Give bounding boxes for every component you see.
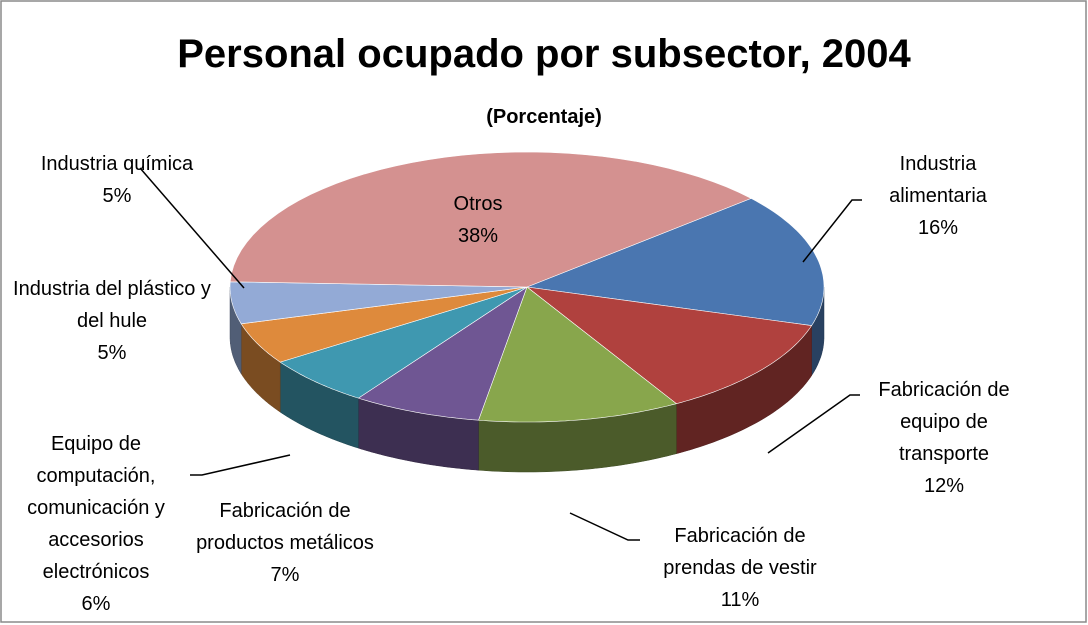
pie-slice	[525, 286, 813, 405]
pie-slice	[240, 286, 528, 363]
pie-slice	[478, 286, 678, 423]
pie-slice	[229, 281, 528, 325]
chart-subtitle: (Porcentaje)	[486, 106, 602, 128]
leader-line	[139, 167, 245, 289]
category-label: Fabricación de prendas de vestir	[663, 525, 817, 579]
category-label: Fabricación de productos metálicos	[196, 500, 374, 554]
value-label: 5%	[102, 185, 132, 207]
leader-line	[569, 512, 640, 541]
slice-label: Industria alimentaria 16%	[858, 148, 1018, 244]
value-label: 16%	[917, 217, 959, 239]
pie-slice	[229, 151, 752, 288]
value-label: 6%	[81, 593, 111, 615]
slice-label: Fabricación de prendas de vestir 11%	[640, 520, 840, 616]
slice-label: Fabricación de productos metálicos 7%	[195, 495, 375, 591]
pie-slice	[525, 198, 825, 326]
value-label: 11%	[720, 589, 760, 611]
value-label: 7%	[270, 564, 300, 586]
category-label: Fabricación de equipo de transporte	[878, 379, 1010, 465]
value-label: 38%	[457, 225, 499, 247]
leader-line	[802, 199, 862, 263]
slice-label: Equipo de computación, comunicación y ac…	[1, 428, 191, 620]
pie-slice	[279, 286, 528, 399]
category-label: Industria del plástico y del hule	[13, 278, 211, 332]
category-label: Industria química	[40, 153, 194, 175]
slice-label: Otros 38%	[418, 188, 538, 252]
leader-line	[190, 454, 291, 476]
slice-label: Industria química 5%	[7, 148, 227, 212]
category-label: Equipo de computación, comunicación y ac…	[27, 433, 165, 583]
value-label: 5%	[97, 342, 127, 364]
slice-label: Industria del plástico y del hule 5%	[12, 273, 212, 369]
pie-slice	[357, 286, 528, 421]
chart-title: Personal ocupado por subsector, 2004	[177, 32, 911, 76]
leader-line	[767, 394, 860, 454]
category-label: Industria alimentaria	[889, 153, 987, 207]
value-label: 12%	[923, 475, 965, 497]
slice-label: Fabricación de equipo de transporte 12%	[859, 374, 1029, 502]
category-label: Otros	[453, 193, 503, 215]
